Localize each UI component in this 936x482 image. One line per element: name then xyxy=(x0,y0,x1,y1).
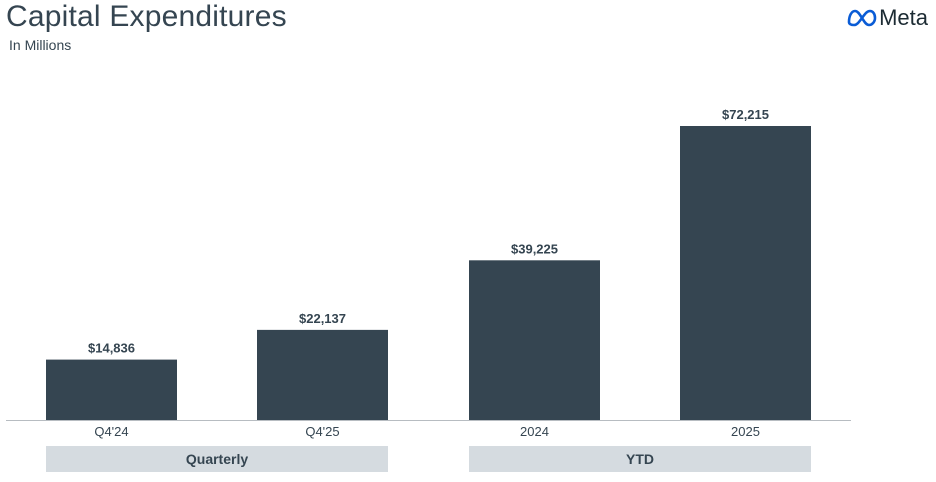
bar-value-label-3: $72,215 xyxy=(722,107,769,122)
group-band-1 xyxy=(469,446,811,472)
bar-value-label-1: $22,137 xyxy=(299,311,346,326)
group-band-0 xyxy=(46,446,388,472)
bar-0 xyxy=(46,359,177,420)
x-tick-label-3: 2025 xyxy=(731,424,760,439)
meta-infinity-icon xyxy=(847,9,877,27)
bar-2 xyxy=(469,260,600,420)
page-title: Capital Expenditures xyxy=(6,0,287,33)
bar-1 xyxy=(257,329,388,420)
bar-value-label-0: $14,836 xyxy=(88,341,135,356)
group-label-0: Quarterly xyxy=(186,451,248,467)
x-tick-label-2: 2024 xyxy=(520,424,549,439)
group-label-1: YTD xyxy=(626,451,654,467)
x-tick-label-1: Q4'25 xyxy=(305,424,339,439)
bar-value-label-2: $39,225 xyxy=(511,241,558,256)
meta-logo: Meta xyxy=(846,6,928,30)
x-tick-label-0: Q4'24 xyxy=(94,424,128,439)
meta-logo-text: Meta xyxy=(879,5,928,30)
page-subtitle: In Millions xyxy=(9,37,72,53)
bar-3 xyxy=(680,126,811,420)
